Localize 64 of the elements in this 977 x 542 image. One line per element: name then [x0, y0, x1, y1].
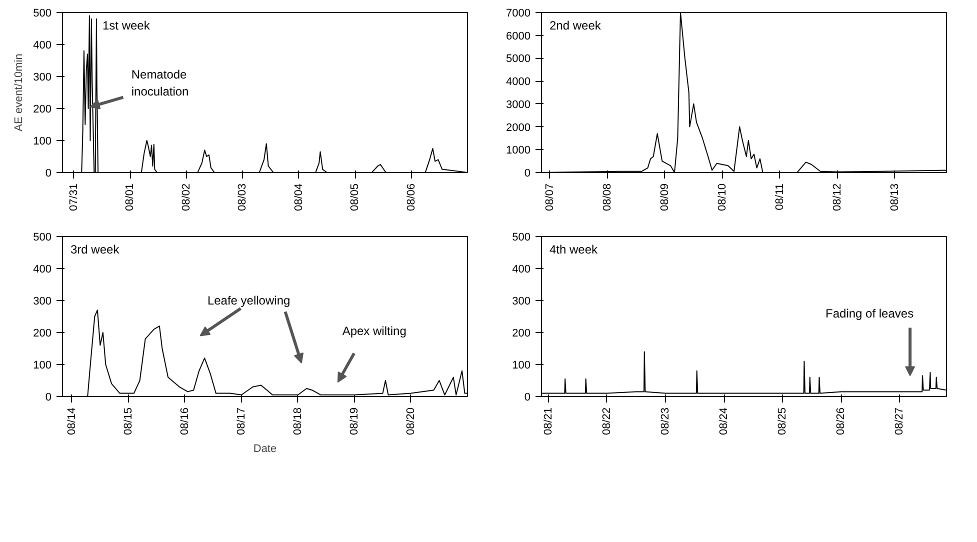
y-tick-label: 200: [512, 328, 531, 340]
y-tick-label: 300: [512, 296, 531, 308]
x-tick-label: 08/26: [835, 407, 848, 436]
x-tick-label: 08/01: [124, 183, 136, 212]
x-tick-label: 08/22: [600, 407, 613, 436]
x-axis-title: Date: [253, 443, 277, 456]
y-tick-label: 300: [33, 72, 52, 84]
text: 1st week: [102, 18, 151, 32]
x-tick-label: 08/20: [404, 407, 417, 436]
y-tick-label: 3000: [506, 98, 531, 111]
x-tick-label: 08/06: [405, 183, 418, 212]
y-tick-label: 500: [33, 8, 52, 20]
x-tick-label: 08/03: [236, 183, 249, 212]
annotation: Leafe yellowing: [207, 294, 290, 308]
x-tick-label: 08/14: [66, 407, 78, 436]
y-tick-label: 400: [512, 264, 531, 276]
x-tick-label: 08/16: [178, 407, 191, 436]
y-tick-label: 5000: [506, 53, 531, 66]
x-tick-label: 08/10: [716, 183, 728, 212]
x-tick-label: 08/19: [348, 407, 360, 436]
y-tick-label: 0: [45, 392, 52, 404]
y-tick-label: 200: [33, 328, 52, 340]
x-tick-label: 08/02: [180, 183, 192, 212]
annotation: Apex wilting: [342, 324, 406, 338]
y-tick-label: 0: [524, 168, 531, 180]
y-tick-label: 6000: [506, 30, 531, 42]
x-tick-label: 08/12: [831, 183, 844, 212]
y-tick-label: 0: [524, 392, 531, 404]
y-tick-label: 100: [33, 136, 52, 148]
y-axis-title: AE event/10min: [13, 54, 26, 132]
y-tick-label: 4000: [506, 76, 531, 88]
x-tick-label: 08/25: [776, 407, 789, 436]
text: 3rd week: [70, 242, 120, 256]
x-tick-label: 08/07: [544, 183, 556, 212]
x-tick-label: 08/11: [774, 183, 786, 210]
annotation: Fading of leaves: [826, 306, 914, 320]
x-tick-label: 08/13: [888, 183, 901, 212]
text: 4th week: [550, 242, 599, 256]
y-tick-label: 200: [33, 104, 52, 116]
y-tick-label: 100: [512, 360, 531, 372]
y-tick-label: 100: [33, 360, 52, 372]
x-tick-label: 08/09: [658, 183, 671, 212]
y-tick-label: 400: [33, 264, 52, 276]
y-tick-label: 0: [45, 168, 52, 180]
x-tick-label: 08/08: [601, 183, 614, 212]
x-tick-label: 08/15: [122, 407, 134, 436]
x-tick-label: 08/27: [894, 407, 906, 436]
x-tick-label: 08/24: [718, 407, 730, 436]
x-tick-label: 08/05: [349, 183, 362, 212]
x-tick-label: 08/04: [292, 183, 305, 212]
y-tick-label: 500: [33, 232, 52, 244]
y-tick-label: 400: [33, 40, 52, 52]
x-tick-label: 08/17: [235, 407, 248, 436]
y-tick-label: 1000: [506, 144, 531, 157]
x-tick-label: 08/23: [660, 407, 672, 436]
text: 2nd week: [550, 18, 602, 32]
x-tick-label: 07/31: [68, 183, 80, 212]
y-tick-label: 2000: [506, 122, 531, 134]
y-tick-label: 7000: [506, 8, 531, 20]
annotation: Nematode inoculation: [131, 68, 189, 98]
y-tick-label: 500: [512, 232, 531, 244]
x-tick-label: 08/18: [292, 407, 304, 436]
y-tick-label: 300: [33, 296, 52, 308]
x-tick-label: 08/21: [542, 407, 554, 436]
